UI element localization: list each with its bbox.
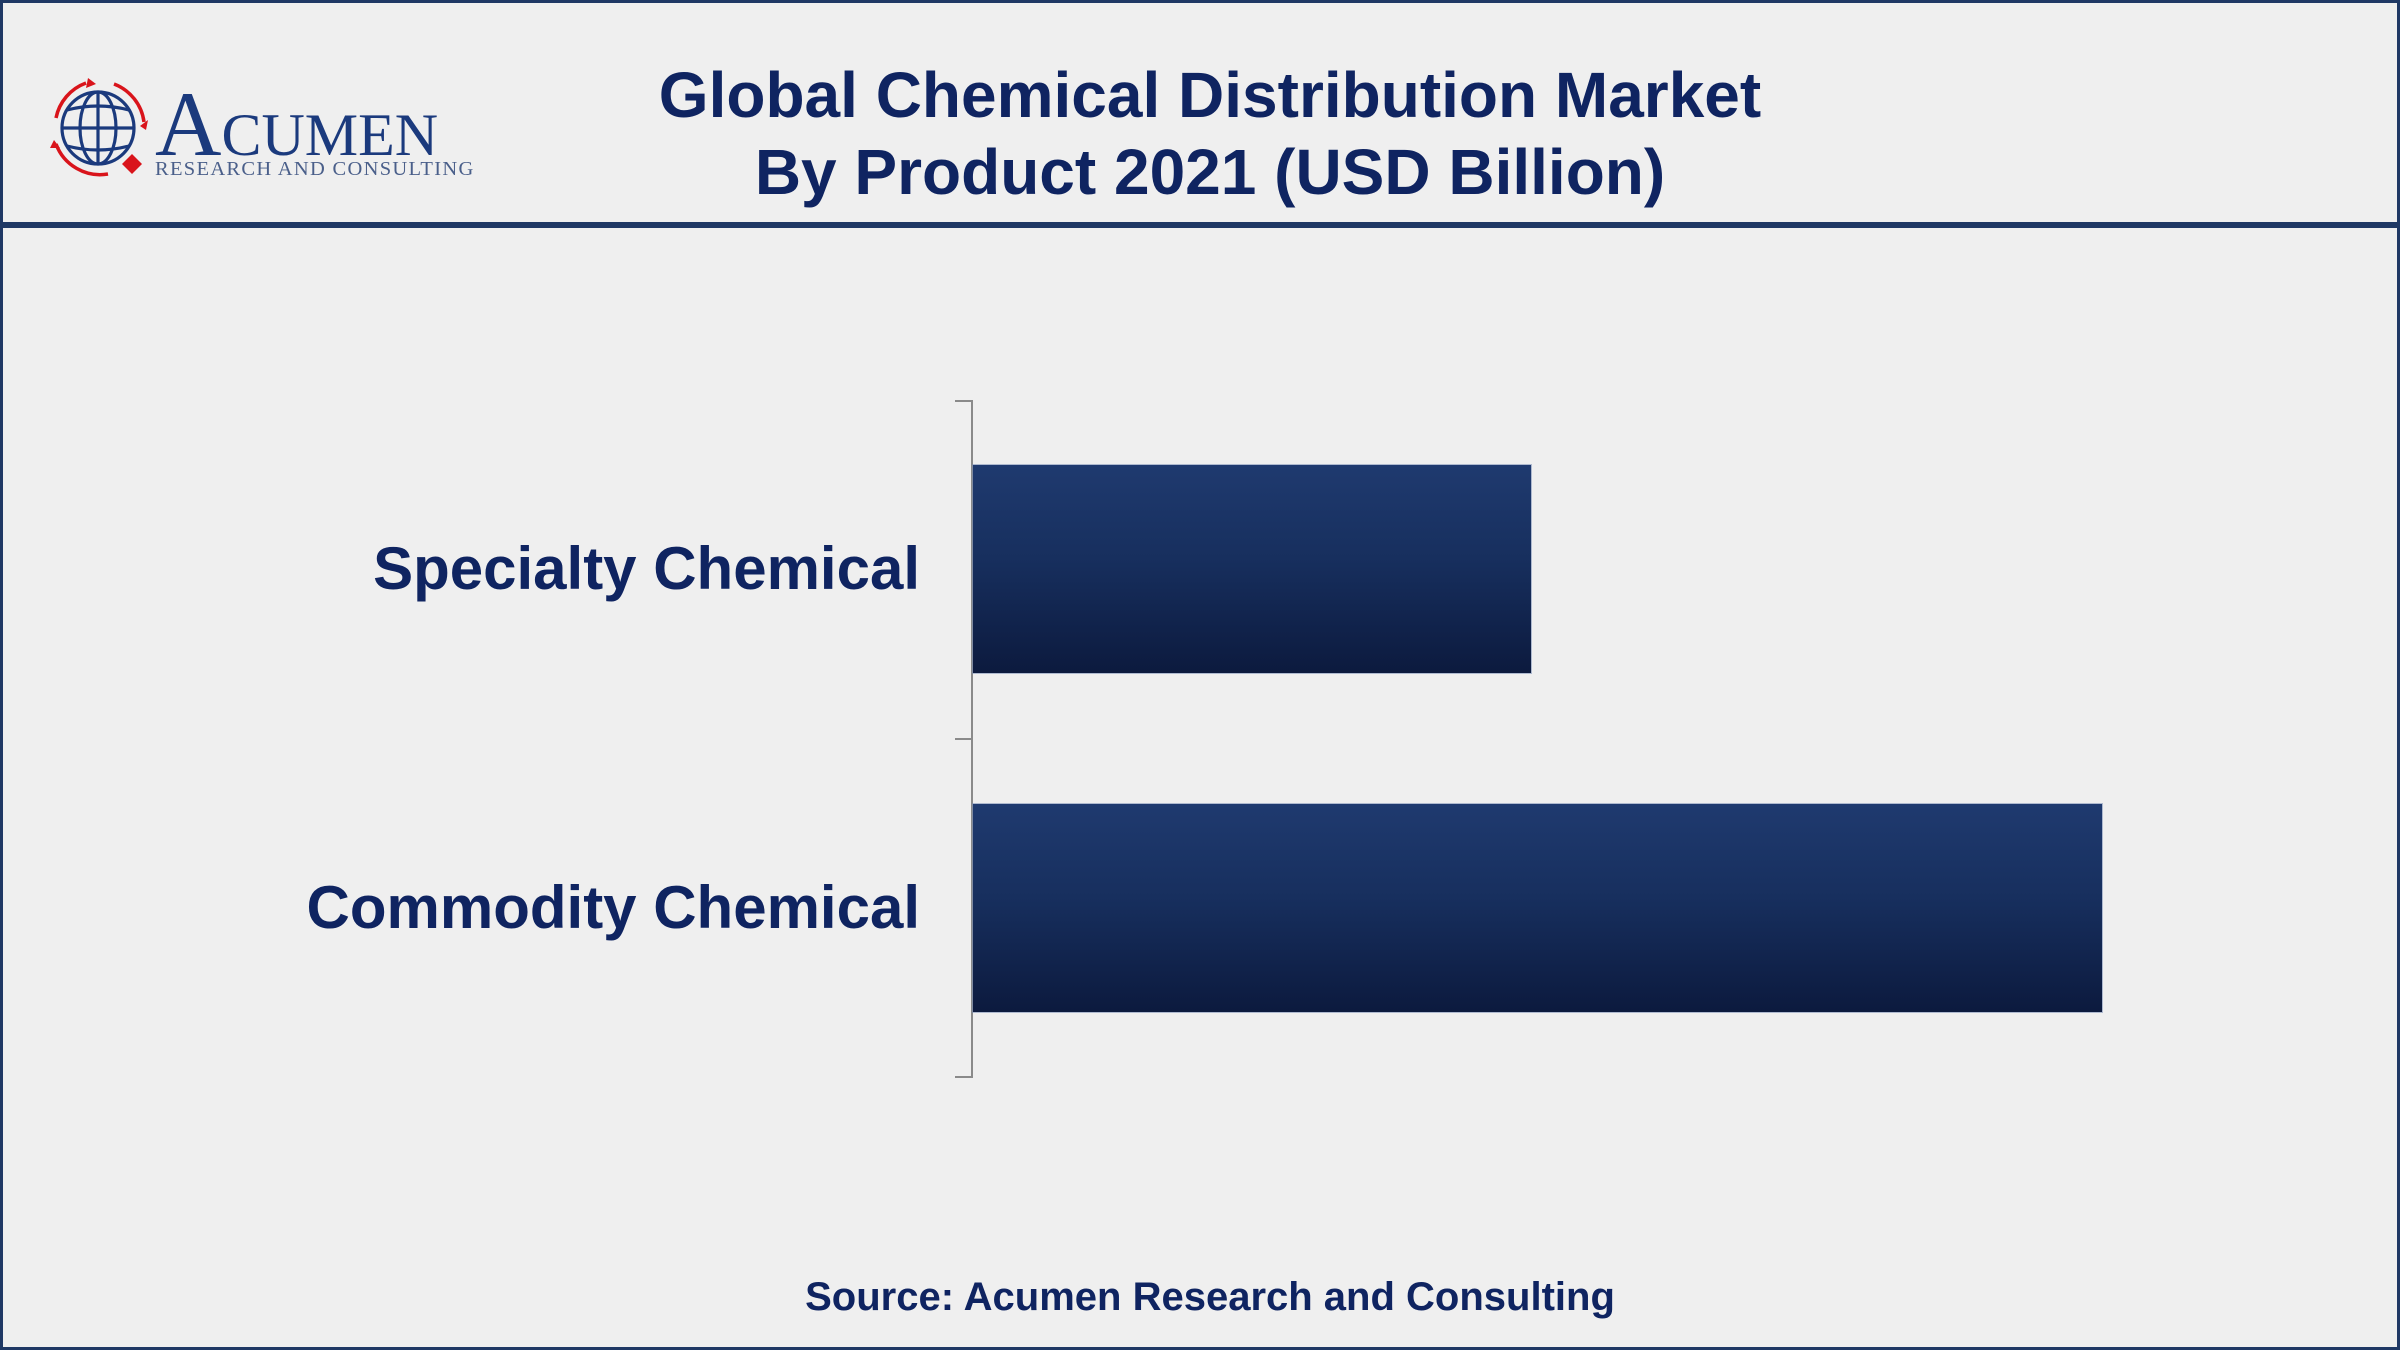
- acumen-logo: ACUMEN RESEARCH AND CONSULTING: [40, 70, 480, 190]
- axis-tick: [955, 738, 972, 740]
- logo-initial: A: [155, 73, 222, 175]
- source-note: Source: Acumen Research and Consulting: [805, 1275, 1615, 1319]
- bar-specialty-chemical: [973, 465, 1531, 673]
- axis-tick: [955, 400, 972, 402]
- chart-title: Global Chemical Distribution Market By P…: [600, 57, 1820, 211]
- logo-wordmark: ACUMEN: [155, 78, 438, 170]
- title-line-1: Global Chemical Distribution Market: [658, 59, 1762, 131]
- category-label-specialty: Specialty Chemical: [373, 535, 920, 602]
- axis-tick: [955, 1076, 972, 1078]
- bar-commodity-chemical: [973, 804, 2102, 1012]
- logo-name: CUMEN: [221, 102, 439, 168]
- category-label-commodity: Commodity Chemical: [306, 874, 920, 941]
- category-axis: [971, 400, 973, 1078]
- header-divider: [0, 222, 2400, 228]
- logo-tagline: RESEARCH AND CONSULTING: [155, 158, 475, 180]
- title-line-2: By Product 2021 (USD Billion): [754, 136, 1666, 208]
- globe-icon: [50, 78, 148, 177]
